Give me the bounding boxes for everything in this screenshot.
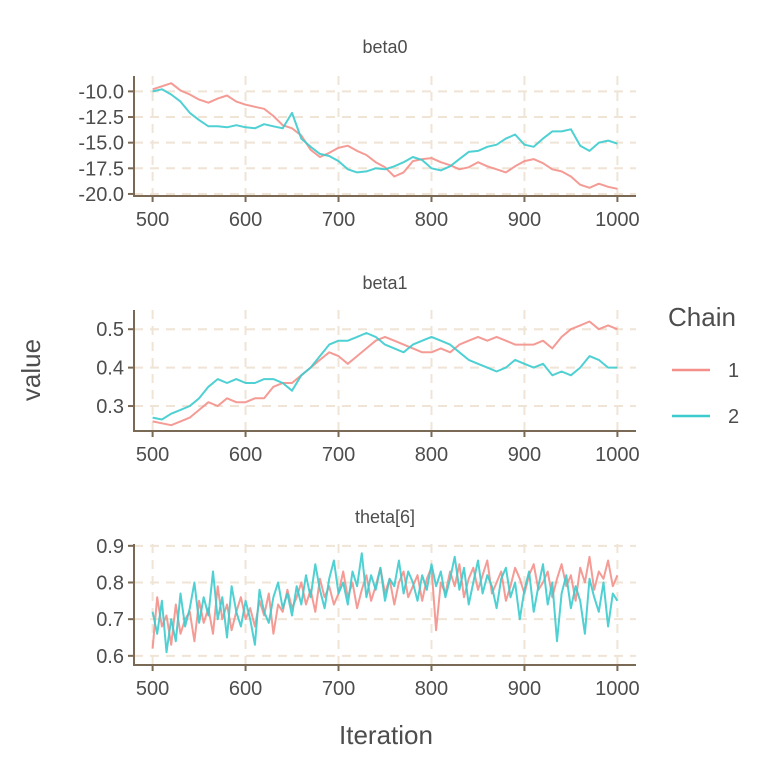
series-line-chain-2 bbox=[151, 552, 619, 654]
series-line-chain-1 bbox=[152, 82, 618, 190]
y-tick-label: 0.7 bbox=[96, 609, 124, 631]
panel-title: beta0 bbox=[362, 37, 407, 57]
x-axis-title: Iteration bbox=[339, 720, 433, 750]
x-tick-label: 1000 bbox=[595, 444, 640, 466]
y-tick-label: 0.9 bbox=[96, 536, 124, 558]
y-tick-label: -17.5 bbox=[78, 158, 124, 180]
panel-2: beta1 0.5 0.4 0.3 500 600 700 800 900 1000 bbox=[96, 273, 639, 466]
y-tick-label: -12.5 bbox=[78, 107, 124, 129]
x-tick-label: 900 bbox=[508, 209, 541, 231]
x-tick-label: 1000 bbox=[595, 678, 640, 700]
x-tick-label: 600 bbox=[229, 209, 262, 231]
legend-label-chain-2: 2 bbox=[728, 406, 739, 428]
x-tick-label: 700 bbox=[322, 209, 355, 231]
y-tick-label: -15.0 bbox=[78, 133, 124, 155]
series-line-chain-2 bbox=[152, 88, 618, 174]
panel-title: beta1 bbox=[362, 273, 407, 293]
panels: beta0 -10.0 -12.5 -15.0 -17.5 -20.0 500 600 700 8… bbox=[78, 37, 639, 700]
series-line-chain-2 bbox=[152, 332, 618, 421]
x-tick-label: 600 bbox=[229, 444, 262, 466]
y-tick-label: 0.8 bbox=[96, 573, 124, 595]
y-tick-label: 0.6 bbox=[96, 646, 124, 668]
x-tick-label: 500 bbox=[136, 209, 169, 231]
panel-title: theta[6] bbox=[355, 507, 415, 527]
x-tick-label: 800 bbox=[415, 444, 448, 466]
legend-title: Chain bbox=[668, 302, 736, 332]
y-tick-label: 0.4 bbox=[96, 358, 124, 380]
x-tick-label: 800 bbox=[415, 678, 448, 700]
y-tick-label: 0.3 bbox=[96, 396, 124, 418]
y-tick-label: 0.5 bbox=[96, 319, 124, 341]
y-axis-title: value bbox=[16, 339, 46, 401]
series-line-chain-1 bbox=[151, 555, 619, 649]
x-tick-label: 700 bbox=[322, 444, 355, 466]
x-tick-label: 700 bbox=[322, 678, 355, 700]
panel-1: beta0 -10.0 -12.5 -15.0 -17.5 -20.0 500 600 700 8… bbox=[78, 37, 639, 231]
y-tick-label: -20.0 bbox=[78, 184, 124, 206]
x-tick-label: 600 bbox=[229, 678, 262, 700]
x-tick-label: 1000 bbox=[595, 209, 640, 231]
x-tick-label: 900 bbox=[508, 678, 541, 700]
series-line-chain-1 bbox=[152, 320, 618, 427]
y-tick-label: -10.0 bbox=[78, 81, 124, 103]
x-tick-label: 800 bbox=[415, 209, 448, 231]
legend: Chain 1 2 bbox=[668, 302, 739, 428]
legend-label-chain-1: 1 bbox=[728, 360, 739, 382]
x-tick-label: 900 bbox=[508, 444, 541, 466]
panel-3: theta[6] 0.9 0.8 0.7 0.6 500 600 700 800 900 1000 bbox=[96, 507, 639, 700]
x-tick-label: 500 bbox=[136, 678, 169, 700]
x-tick-label: 500 bbox=[136, 444, 169, 466]
